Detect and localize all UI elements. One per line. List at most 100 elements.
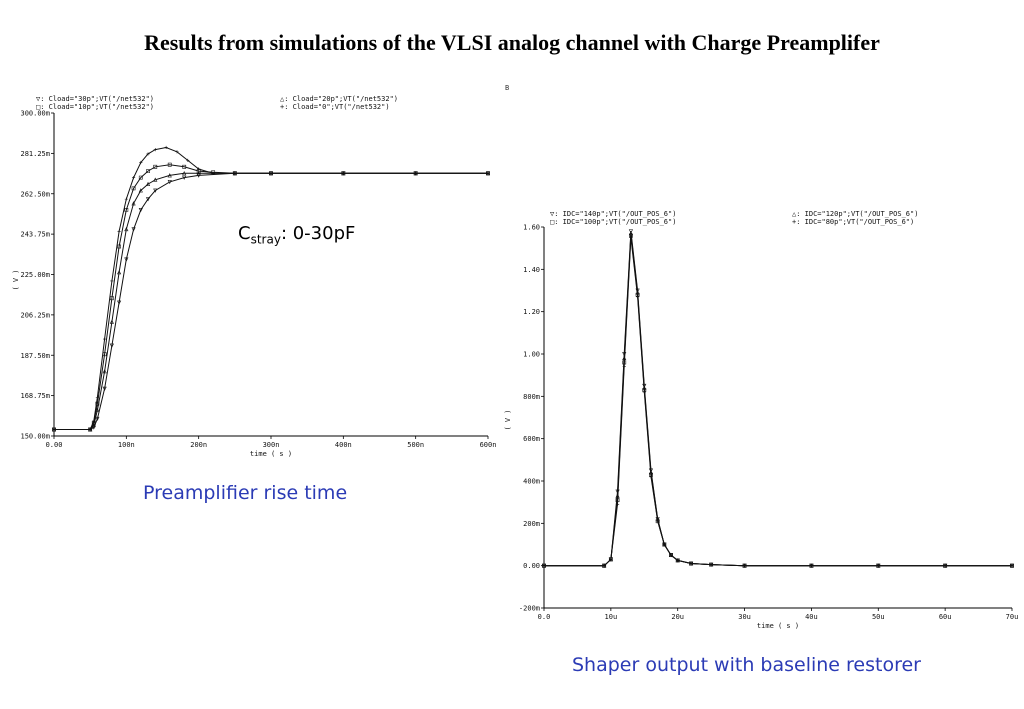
data-point [689, 561, 693, 566]
data-point [486, 171, 490, 176]
y-tick-label: 1.20 [523, 308, 540, 316]
data-point [635, 292, 640, 297]
y-tick-label: 187.50m [20, 352, 50, 360]
y-tick-label: -200m [519, 605, 540, 613]
y-tick-label: 262.50m [20, 190, 50, 198]
data-point [52, 427, 56, 432]
data-point [602, 563, 607, 568]
data-point [615, 502, 620, 506]
series-line [54, 146, 488, 430]
data-point [138, 208, 143, 213]
data-point [167, 162, 172, 167]
series-line [54, 172, 488, 430]
y-tick-label: 300.00m [20, 110, 50, 118]
x-tick-label: 50u [872, 613, 885, 621]
data-point [109, 343, 114, 348]
data-point [196, 173, 201, 178]
data-point [233, 171, 237, 175]
data-point [662, 542, 666, 547]
y-tick-label: 225.00m [20, 271, 50, 279]
data-point [196, 171, 201, 176]
data-point [414, 171, 418, 175]
data-point [110, 279, 114, 283]
data-point [139, 160, 143, 165]
y-tick-label: 243.75m [20, 231, 50, 239]
data-point [629, 233, 633, 238]
data-point [52, 427, 56, 432]
y-tick-label: 1.40 [523, 266, 540, 274]
data-point [197, 167, 201, 171]
y-tick-label: 0.00 [523, 562, 540, 570]
data-point [145, 197, 151, 202]
data-point [542, 564, 546, 568]
y-tick-label: 1.00 [523, 351, 540, 359]
data-point [117, 244, 121, 249]
data-point [676, 558, 680, 562]
data-point [92, 419, 96, 423]
data-point [649, 475, 653, 479]
x-tick-label: 40u [805, 613, 818, 621]
data-point [655, 519, 660, 524]
data-point [709, 562, 714, 567]
data-point [109, 319, 114, 324]
legend-entry: ▽: Cload="30p";VT("/net532") [36, 95, 154, 103]
data-point [88, 427, 92, 432]
y-tick-label: 200m [523, 520, 540, 528]
data-point [131, 186, 136, 191]
data-point [809, 563, 814, 568]
data-point [1010, 563, 1014, 568]
data-point [629, 235, 633, 240]
data-point [124, 208, 129, 212]
x-tick-label: 20u [671, 613, 684, 621]
data-point [138, 188, 143, 193]
data-point [1010, 564, 1014, 568]
data-point [146, 169, 150, 174]
legend-entry: △: Cload="20p";VT("/net532") [280, 95, 398, 103]
data-point [742, 563, 747, 568]
x-tick-label: 0.00 [46, 441, 63, 449]
data-point [102, 369, 107, 374]
data-point [138, 175, 143, 180]
y-tick-label: 800m [523, 393, 540, 401]
x-axis-label: time ( s ) [757, 622, 799, 630]
y-tick-label: 600m [523, 435, 540, 443]
data-point [95, 416, 100, 422]
x-tick-label: 30u [738, 613, 751, 621]
data-point [656, 519, 660, 523]
data-point [164, 145, 168, 150]
data-point [232, 171, 237, 176]
data-point [153, 148, 157, 152]
series-line [544, 233, 1012, 567]
data-point [131, 201, 136, 206]
data-point [102, 386, 107, 391]
data-point [709, 563, 713, 567]
data-point [95, 395, 99, 399]
legend-entry: □: Cload="10p";VT("/net532") [36, 103, 154, 111]
data-point [542, 563, 546, 568]
y-tick-label: 206.25m [20, 311, 50, 319]
x-tick-label: 600n [480, 441, 497, 449]
data-point [182, 164, 187, 169]
data-point [341, 171, 345, 175]
data-point [876, 563, 881, 568]
data-point [662, 542, 667, 547]
data-point [628, 229, 633, 234]
corner-mark: B [505, 84, 510, 92]
data-point [124, 227, 129, 232]
legend-entry: +: Cload="0";VT("/net532") [280, 103, 390, 111]
series-line [544, 237, 1012, 567]
data-point [153, 188, 158, 193]
data-point [689, 561, 693, 566]
data-point [642, 388, 647, 392]
x-tick-label: 200n [190, 441, 207, 449]
preamp-chart: 150.00m 168.75m 187.50m 206.25m 225.00m 243.7… [12, 95, 496, 458]
data-point [117, 229, 121, 234]
y-tick-label: 281.25m [20, 150, 50, 158]
y-tick-label: 150.00m [20, 433, 50, 441]
series-line [54, 164, 488, 430]
data-point [341, 171, 346, 176]
data-point [95, 401, 100, 406]
y-tick-label: 1.60 [523, 224, 540, 232]
x-tick-label: 60u [939, 613, 952, 621]
